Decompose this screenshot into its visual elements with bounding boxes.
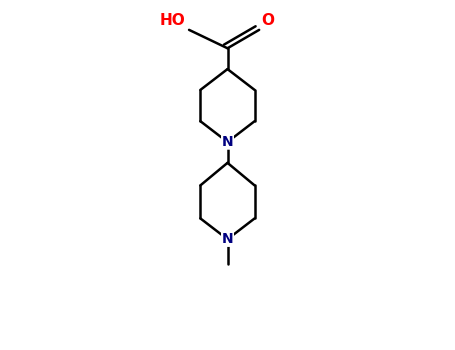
Text: HO: HO [160, 13, 186, 28]
Text: N: N [222, 232, 233, 246]
Text: N: N [222, 135, 233, 149]
Text: O: O [262, 13, 274, 28]
